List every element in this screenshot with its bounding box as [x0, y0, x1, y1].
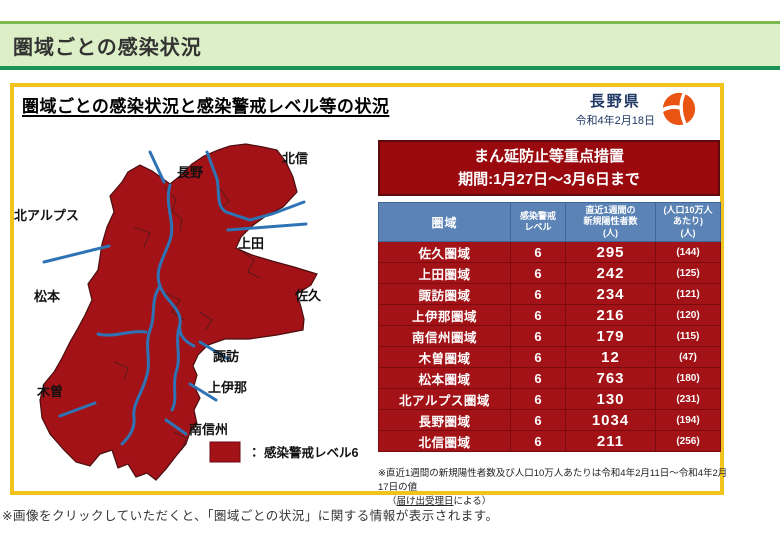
header-alert-level: 感染警戒 レベル: [510, 202, 566, 242]
publication-date: 令和4年2月18日: [575, 115, 655, 127]
cases-per-100k: (256): [655, 430, 721, 452]
map-label-kamiina: 上伊那: [208, 380, 247, 395]
alert-level: 6: [510, 283, 566, 305]
weekly-cases: 12: [565, 346, 656, 368]
footnote-line2: （届け出受理日による）: [387, 495, 492, 507]
weekly-cases: 242: [565, 262, 656, 284]
table-row: 北信圏域 6 211 (256): [378, 430, 721, 452]
map-label-nagano: 長野: [177, 165, 203, 180]
alert-level: 6: [510, 409, 566, 431]
weekly-cases: 763: [565, 367, 656, 389]
table-row: 諏訪圏域 6 234 (121): [378, 283, 721, 305]
map-label-ueda: 上田: [238, 236, 264, 251]
weekly-cases: 295: [565, 241, 656, 263]
header-per-100k: (人口10万人 あたり) (人): [655, 202, 721, 242]
region-name: 長野圏域: [378, 409, 511, 431]
region-name: 上伊那圏域: [378, 304, 511, 326]
table-row: 上田圏域 6 242 (125): [378, 262, 721, 284]
cases-per-100k: (120): [655, 304, 721, 326]
header-weekly-cases: 直近1週間の 新規陽性者数 (人): [565, 202, 656, 242]
region-name: 諏訪圏域: [378, 283, 511, 305]
region-name: 上田圏域: [378, 262, 511, 284]
table-row: 佐久圏域 6 295 (144): [378, 241, 721, 263]
map-label-minamishinshu: 南信州: [189, 422, 228, 437]
region-name: 松本圏域: [378, 367, 511, 389]
banner-line2: 期間:1月27日～3月6日まで: [458, 171, 640, 188]
alert-level: 6: [510, 262, 566, 284]
cases-per-100k: (125): [655, 262, 721, 284]
prefecture-name: 長野県: [589, 93, 641, 110]
prefecture-header: 長野県 令和4年2月18日: [576, 90, 698, 133]
alert-level: 6: [510, 241, 566, 263]
nagano-prefecture-logo-icon: [660, 90, 698, 133]
cases-per-100k: (180): [655, 367, 721, 389]
weekly-cases: 179: [565, 325, 656, 347]
map-label-suwa: 諏訪: [213, 349, 239, 364]
weekly-cases: 130: [565, 388, 656, 410]
region-name: 木曽圏域: [378, 346, 511, 368]
alert-level: 6: [510, 346, 566, 368]
map-label-matsumoto: 松本: [34, 289, 61, 304]
weekly-cases: 216: [565, 304, 656, 326]
cases-per-100k: (194): [655, 409, 721, 431]
alert-level: 6: [510, 304, 566, 326]
table-row: 長野圏域 6 1034 (194): [378, 409, 721, 431]
weekly-cases: 234: [565, 283, 656, 305]
slide-title: 圏域ごとの感染状況と感染警戒レベル等の状況: [22, 97, 390, 116]
weekly-cases: 1034: [565, 409, 656, 431]
legend-level6-swatch: [209, 441, 241, 463]
alert-level: 6: [510, 430, 566, 452]
header-region: 圏域: [378, 202, 511, 242]
cases-per-100k: (231): [655, 388, 721, 410]
map-label-kitaalps: 北アルプス: [14, 208, 79, 223]
alert-level: 6: [510, 325, 566, 347]
banner-line1: まん延防止等重点措置: [473, 147, 624, 165]
region-name: 佐久圏域: [378, 241, 511, 263]
click-image-note: ※画像をクリックしていただくと、「圏域ごとの状況」に関する情報が表示されます。: [2, 509, 499, 523]
nagano-region-map[interactable]: 長野 北信 北アルプス 上田 松本 佐久 諏訪 上伊那 木曽 南信州 ： 感染警…: [14, 132, 374, 492]
map-label-saku: 佐久: [294, 288, 322, 303]
cases-per-100k: (115): [655, 325, 721, 347]
weekly-cases: 211: [565, 430, 656, 452]
legend-level6-label: ： 感染警戒レベル6: [248, 445, 358, 460]
map-label-kiso: 木曽: [36, 384, 63, 399]
infection-status-slide[interactable]: 圏域ごとの感染状況と感染警戒レベル等の状況 長野県 令和4年2月18日: [10, 83, 727, 507]
priority-measures-banner: まん延防止等重点措置 期間:1月27日～3月6日まで: [378, 140, 720, 196]
region-name: 南信州圏域: [378, 325, 511, 347]
page-title: 圏域ごとの感染状況: [13, 36, 202, 59]
table-header-row: 圏域 感染警戒 レベル 直近1週間の 新規陽性者数 (人) (人口10万人 あた…: [378, 202, 721, 242]
footnote-line1: ※直近1週間の新規陽性者数及び人口10万人あたりは令和4年2月11日～令和4年2…: [378, 468, 728, 493]
map-label-hokushin: 北信: [282, 151, 308, 166]
table-footnote: ※直近1週間の新規陽性者数及び人口10万人あたりは令和4年2月11日～令和4年2…: [378, 467, 728, 508]
table-row: 南信州圏域 6 179 (115): [378, 325, 721, 347]
region-status-table: 圏域 感染警戒 レベル 直近1週間の 新規陽性者数 (人) (人口10万人 あた…: [378, 202, 721, 452]
region-name: 北信圏域: [378, 430, 511, 452]
page-header-bar: 圏域ごとの感染状況: [0, 21, 780, 70]
table-row: 木曽圏域 6 12 (47): [378, 346, 721, 368]
table-row: 北アルプス圏域 6 130 (231): [378, 388, 721, 410]
cases-per-100k: (144): [655, 241, 721, 263]
region-boundary-lines: [42, 150, 308, 446]
table-row: 松本圏域 6 763 (180): [378, 367, 721, 389]
alert-level: 6: [510, 367, 566, 389]
cases-per-100k: (121): [655, 283, 721, 305]
alert-level: 6: [510, 388, 566, 410]
cases-per-100k: (47): [655, 346, 721, 368]
table-row: 上伊那圏域 6 216 (120): [378, 304, 721, 326]
region-name: 北アルプス圏域: [378, 388, 511, 410]
municipal-boundaries: [113, 186, 261, 451]
